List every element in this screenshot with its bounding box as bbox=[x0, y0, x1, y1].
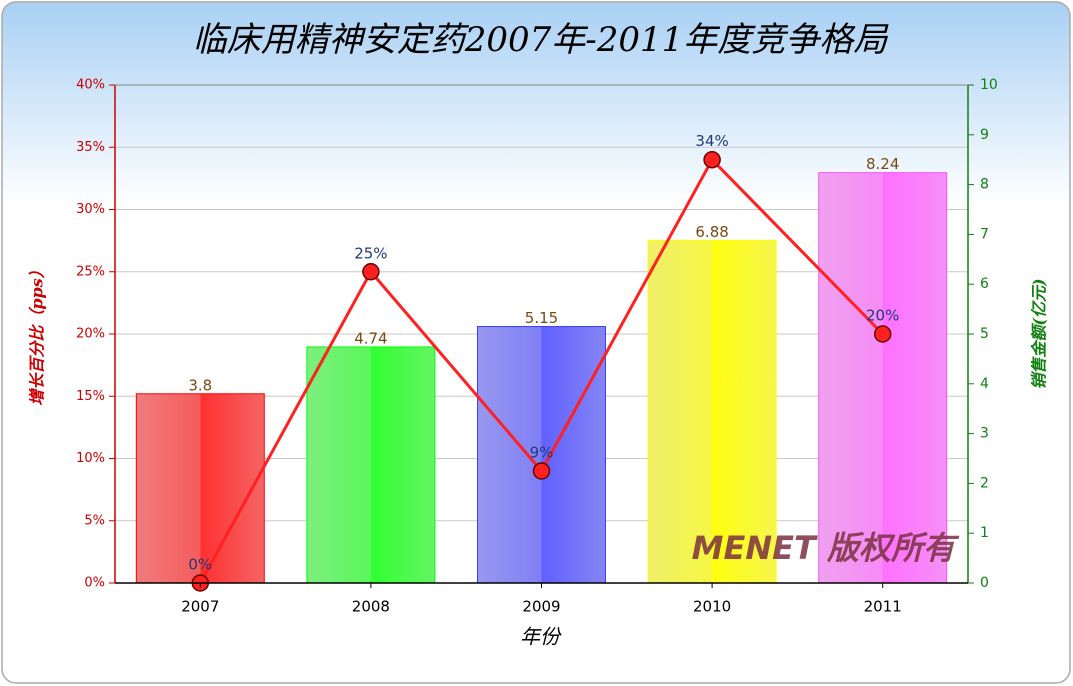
y2-tick-label: 5 bbox=[980, 326, 989, 342]
y-tick-label: 40% bbox=[76, 78, 105, 93]
x-tick-label: 2009 bbox=[522, 598, 560, 616]
bar-value-label: 4.74 bbox=[354, 329, 387, 347]
y-tick-label: 25% bbox=[76, 264, 105, 279]
y2-axis-label: 销售金额(亿元) bbox=[1030, 278, 1049, 389]
x-tick-label: 2007 bbox=[181, 598, 219, 616]
bar bbox=[818, 172, 948, 584]
point bbox=[362, 263, 380, 281]
bar bbox=[477, 326, 606, 584]
point-value-label: 9% bbox=[530, 443, 554, 461]
y-tick-label: 5% bbox=[84, 513, 105, 528]
y-axis-label: 增长百分比（pps） bbox=[28, 262, 47, 405]
y2-tick-label: 7 bbox=[980, 226, 989, 242]
point-value-label: 0% bbox=[188, 556, 212, 574]
bar bbox=[306, 346, 436, 584]
watermark: MENET 版权所有 bbox=[692, 529, 960, 567]
y-tick-label: 35% bbox=[76, 140, 105, 155]
bar-value-label: 5.15 bbox=[525, 309, 558, 327]
point-value-label: 20% bbox=[866, 307, 899, 325]
x-tick-label: 2010 bbox=[693, 598, 731, 616]
bar-value-label: 6.88 bbox=[695, 223, 728, 241]
y2-tick-label: 0 bbox=[980, 575, 989, 591]
y2-tick-label: 2 bbox=[980, 475, 989, 491]
y2-tick-label: 6 bbox=[980, 276, 989, 292]
y2-tick-label: 1 bbox=[980, 525, 989, 541]
y-tick-label: 10% bbox=[76, 451, 105, 466]
x-tick-label: 2008 bbox=[352, 598, 390, 616]
chart-title: 临床用精神安定药2007年-2011年度竞争格局 bbox=[193, 20, 890, 60]
y-tick-label: 20% bbox=[76, 327, 105, 342]
point bbox=[532, 462, 551, 480]
x-axis-label: 年份 bbox=[520, 625, 562, 649]
point bbox=[703, 150, 721, 169]
y2-tick-label: 9 bbox=[980, 127, 989, 143]
y2-tick-label: 4 bbox=[980, 376, 989, 392]
bar bbox=[135, 393, 265, 584]
point bbox=[873, 325, 892, 343]
y2-tick-label: 8 bbox=[980, 177, 989, 193]
bar-value-label: 8.24 bbox=[866, 155, 899, 173]
x-tick-label: 2011 bbox=[864, 598, 902, 616]
y2-tick-label: 3 bbox=[980, 426, 989, 442]
y-tick-label: 15% bbox=[76, 389, 105, 404]
point-value-label: 25% bbox=[354, 244, 387, 262]
y-tick-label: 30% bbox=[76, 202, 105, 217]
bar-value-label: 3.8 bbox=[188, 376, 212, 394]
y2-tick-label: 10 bbox=[980, 77, 998, 93]
point-value-label: 34% bbox=[695, 132, 728, 150]
y-tick-label: 0% bbox=[84, 576, 105, 591]
